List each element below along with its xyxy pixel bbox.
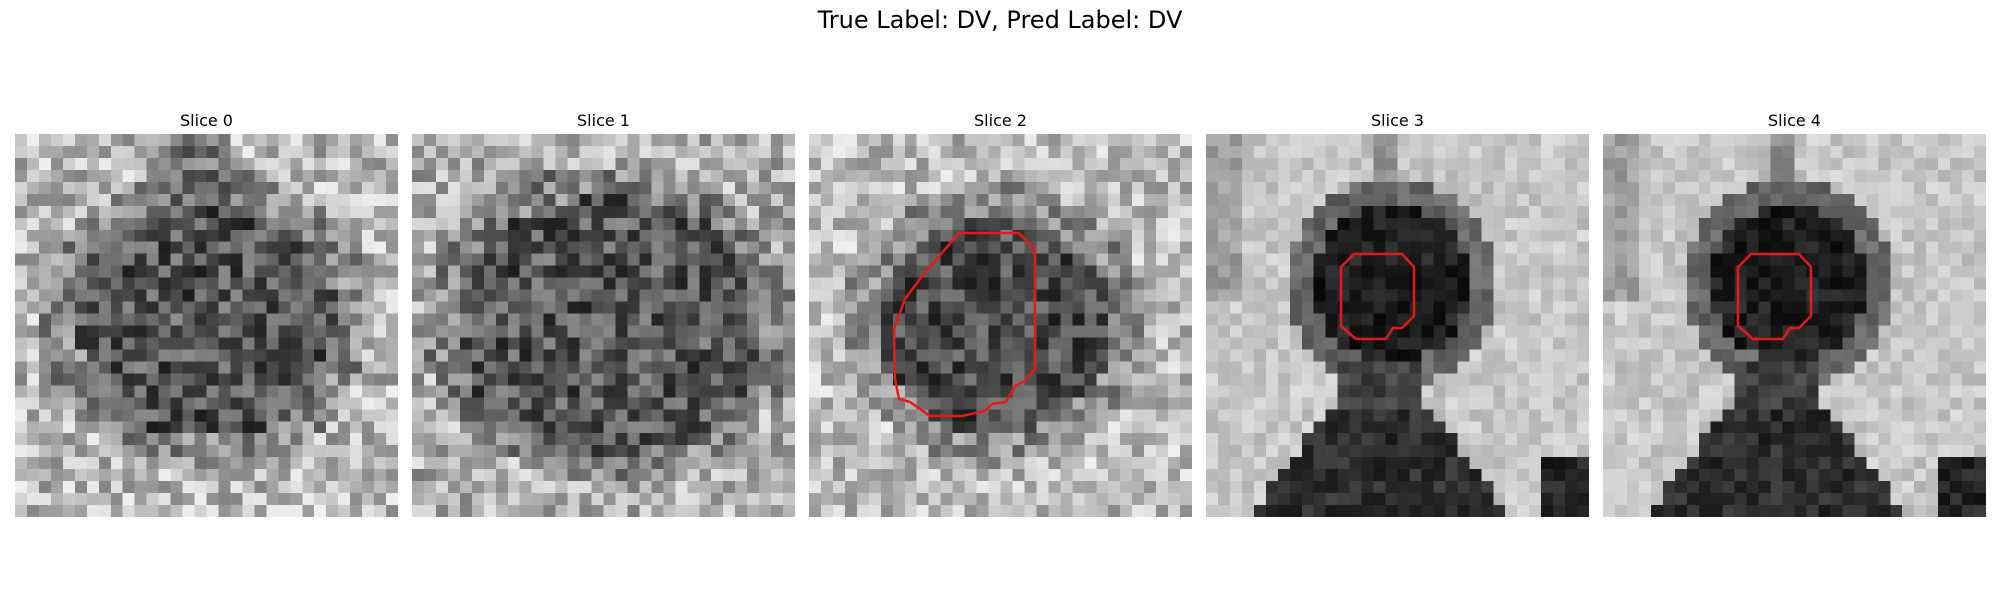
slice-image <box>15 134 398 517</box>
pixel-grid <box>1206 134 1589 517</box>
figure-suptitle: True Label: DV, Pred Label: DV <box>817 6 1183 34</box>
pixel-grid <box>809 134 1192 517</box>
segmentation-contour <box>1339 252 1416 341</box>
panel-slice-1: Slice 1 <box>412 110 795 517</box>
slice-image <box>412 134 795 517</box>
panel-slice-2: Slice 2 <box>809 110 1192 517</box>
panel-title: Slice 0 <box>180 111 233 130</box>
panel-slice-3: Slice 3 <box>1206 110 1589 517</box>
pixel-grid <box>412 134 795 517</box>
slice-image <box>809 134 1192 517</box>
panel-title: Slice 1 <box>577 111 630 130</box>
panel-title: Slice 2 <box>974 111 1027 130</box>
panel-slice-0: Slice 0 <box>15 110 398 517</box>
pixel-grid <box>1603 134 1986 517</box>
panel-title: Slice 3 <box>1371 111 1424 130</box>
slice-image <box>1206 134 1589 517</box>
pixel-grid <box>15 134 398 517</box>
panel-title: Slice 4 <box>1768 111 1821 130</box>
segmentation-contour <box>892 231 1037 418</box>
slice-image <box>1603 134 1986 517</box>
segmentation-contour <box>1736 252 1813 341</box>
panel-slice-4: Slice 4 <box>1603 110 1986 517</box>
